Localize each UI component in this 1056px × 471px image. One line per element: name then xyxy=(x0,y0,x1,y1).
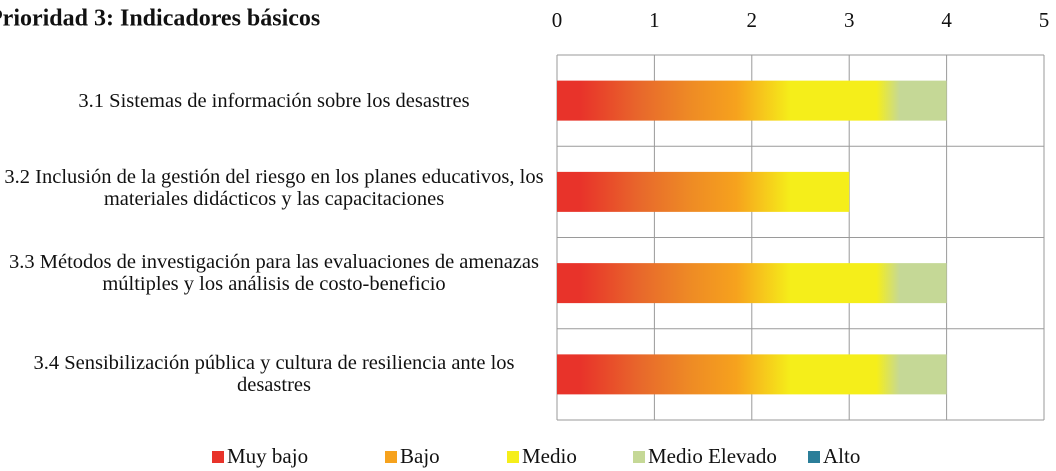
x-tick-label: 0 xyxy=(552,8,563,32)
legend-swatch xyxy=(808,451,820,463)
legend-label: Medio Elevado xyxy=(648,444,777,468)
legend-label: Medio xyxy=(522,444,577,468)
legend-swatch xyxy=(633,451,645,463)
legend-swatch xyxy=(385,451,397,463)
legend-swatch xyxy=(212,451,224,463)
legend-swatch xyxy=(507,451,519,463)
category-label: 3.2 Inclusión de la gestión del riesgo e… xyxy=(4,165,544,210)
x-tick-label: 3 xyxy=(844,8,855,32)
category-label: 3.4 Sensibilización pública y cultura de… xyxy=(33,352,515,397)
bar xyxy=(557,80,947,121)
x-tick-label: 5 xyxy=(1039,8,1050,32)
category-label: 3.3 Métodos de investigación para las ev… xyxy=(9,251,539,296)
bar xyxy=(557,171,850,212)
bar xyxy=(557,263,947,304)
chart-title: Prioridad 3: Indicadores básicos xyxy=(0,6,320,32)
legend-label: Muy bajo xyxy=(227,444,308,468)
bar xyxy=(557,354,947,395)
x-tick-label: 2 xyxy=(747,8,758,32)
legend-label: Alto xyxy=(823,444,860,468)
x-tick-label: 1 xyxy=(649,8,660,32)
category-label: 3.1 Sistemas de información sobre los de… xyxy=(78,89,470,112)
x-tick-label: 4 xyxy=(941,8,952,32)
legend-label: Bajo xyxy=(400,444,440,468)
